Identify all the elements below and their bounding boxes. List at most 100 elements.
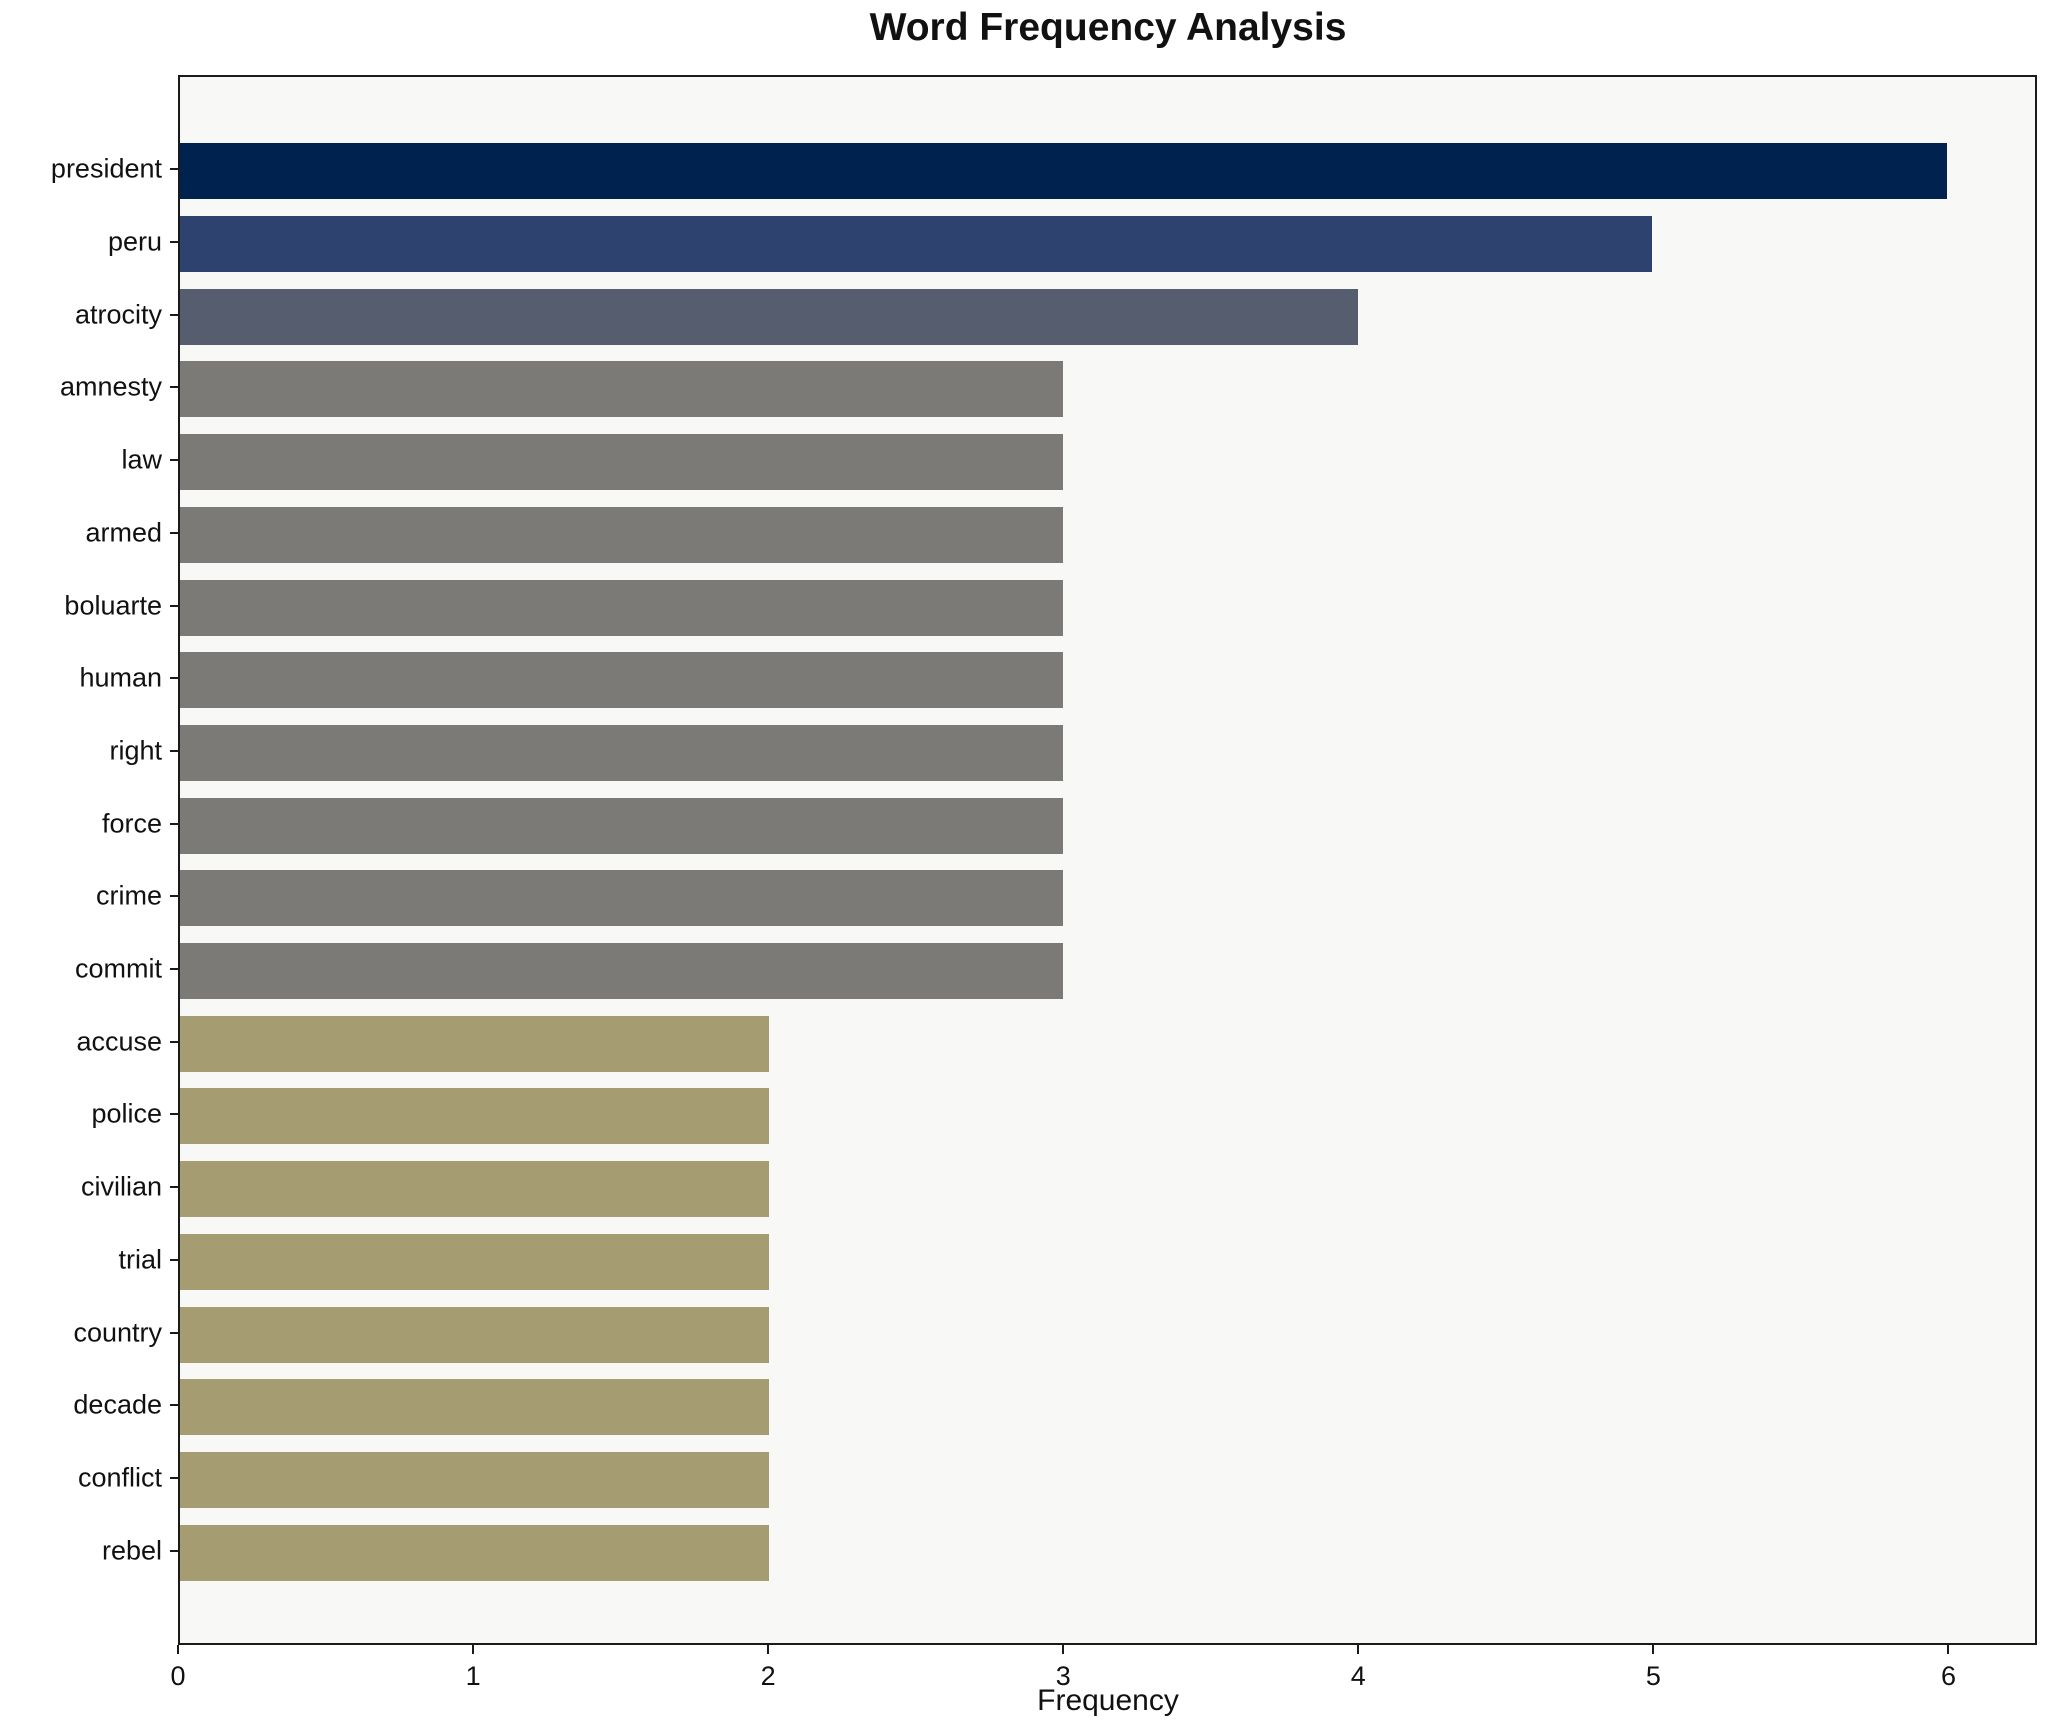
bar-atrocity (180, 288, 1358, 345)
bar-armed (180, 506, 1064, 563)
y-tick-mark (170, 531, 178, 534)
y-row-decade: decade (0, 1389, 178, 1420)
y-tick-mark (170, 1549, 178, 1552)
y-row-president: president (0, 153, 178, 184)
y-row-atrocity: atrocity (0, 299, 178, 330)
y-tick-label: force (101, 808, 162, 839)
y-axis: president peru atrocity amnesty law armed bolu… (0, 75, 178, 1645)
y-tick-mark (170, 968, 178, 971)
y-tick-label: crime (96, 880, 162, 911)
bar-rebel (180, 1524, 769, 1581)
bar-boluarte (180, 579, 1064, 636)
y-row-civilian: civilian (0, 1171, 178, 1202)
x-tick-mark (177, 1645, 179, 1654)
y-row-accuse: accuse (0, 1026, 178, 1057)
y-tick-label: conflict (77, 1462, 162, 1493)
bar-commit (180, 943, 1064, 1000)
y-tick-label: country (73, 1317, 162, 1348)
bar-president (180, 143, 1947, 200)
bar-amnesty (180, 361, 1064, 418)
y-tick-label: human (79, 662, 162, 693)
y-tick-mark (170, 168, 178, 171)
y-tick-mark (170, 1331, 178, 1334)
y-row-human: human (0, 662, 178, 693)
y-tick-mark (170, 1258, 178, 1261)
y-tick-mark (170, 677, 178, 680)
y-tick-mark (170, 313, 178, 316)
y-row-peru: peru (0, 226, 178, 257)
x-tick-mark (472, 1645, 475, 1654)
y-row-amnesty: amnesty (0, 371, 178, 402)
bar-decade (180, 1379, 769, 1436)
bar-conflict (180, 1451, 769, 1508)
x-tick-label: 2 (760, 1661, 776, 1691)
y-tick-label: right (109, 735, 162, 766)
bar-crime (180, 870, 1064, 927)
bar-force (180, 797, 1064, 854)
bar-human (180, 652, 1064, 709)
x-tick-mark (767, 1645, 770, 1654)
bar-peru (180, 216, 1653, 273)
x-tick-label: 4 (1350, 1661, 1366, 1691)
y-tick-mark (170, 1186, 178, 1189)
x-tick-label: 6 (1940, 1661, 1956, 1691)
y-tick-label: law (121, 444, 162, 475)
y-tick-label: president (50, 153, 162, 184)
y-row-trial: trial (0, 1244, 178, 1275)
x-tick-mark (1652, 1645, 1655, 1654)
y-tick-mark (170, 241, 178, 244)
y-tick-label: atrocity (74, 299, 162, 330)
plot-area (178, 75, 2037, 1645)
bar-police (180, 1088, 769, 1145)
y-tick-mark (170, 459, 178, 462)
y-tick-mark (170, 1113, 178, 1116)
y-tick-label: amnesty (59, 371, 162, 402)
x-tick-mark (1947, 1645, 1950, 1654)
y-tick-label: accuse (76, 1026, 162, 1057)
y-tick-label: civilian (80, 1171, 162, 1202)
y-tick-label: decade (73, 1389, 162, 1420)
y-row-crime: crime (0, 880, 178, 911)
y-tick-label: police (91, 1098, 162, 1129)
y-row-boluarte: boluarte (0, 590, 178, 621)
bars-layer (180, 77, 2035, 1643)
x-tick-label: 5 (1645, 1661, 1661, 1691)
x-axis: 0 1 2 3 4 5 6 (170, 1645, 2037, 1715)
y-row-police: police (0, 1098, 178, 1129)
y-row-armed: armed (0, 517, 178, 548)
y-row-rebel: rebel (0, 1535, 178, 1566)
y-tick-mark (170, 604, 178, 607)
y-tick-label: trial (118, 1244, 162, 1275)
y-tick-label: peru (107, 226, 162, 257)
chart-title: Word Frequency Analysis (869, 6, 1347, 49)
y-tick-mark (170, 749, 178, 752)
x-axis-title: Frequency (1037, 1684, 1179, 1717)
bar-trial (180, 1233, 769, 1290)
bar-law (180, 434, 1064, 491)
y-tick-label: armed (85, 517, 162, 548)
y-tick-label: boluarte (64, 590, 162, 621)
x-tick-label: 1 (465, 1661, 481, 1691)
y-tick-mark (170, 1040, 178, 1043)
y-row-law: law (0, 444, 178, 475)
y-row-force: force (0, 808, 178, 839)
y-tick-mark (170, 822, 178, 825)
bar-accuse (180, 1015, 769, 1072)
x-tick-mark (1357, 1645, 1360, 1654)
y-row-commit: commit (0, 953, 178, 984)
y-tick-mark (170, 386, 178, 389)
y-tick-label: rebel (101, 1535, 162, 1566)
bar-civilian (180, 1161, 769, 1218)
y-tick-label: commit (75, 953, 162, 984)
x-tick-label: 3 (1055, 1661, 1071, 1691)
y-tick-mark (170, 1476, 178, 1479)
bar-right (180, 724, 1064, 781)
y-row-country: country (0, 1317, 178, 1348)
x-tick-label: 0 (170, 1661, 186, 1691)
y-row-right: right (0, 735, 178, 766)
y-tick-mark (170, 895, 178, 898)
y-row-conflict: conflict (0, 1462, 178, 1493)
x-tick-mark (1062, 1645, 1065, 1654)
y-tick-mark (170, 1404, 178, 1407)
